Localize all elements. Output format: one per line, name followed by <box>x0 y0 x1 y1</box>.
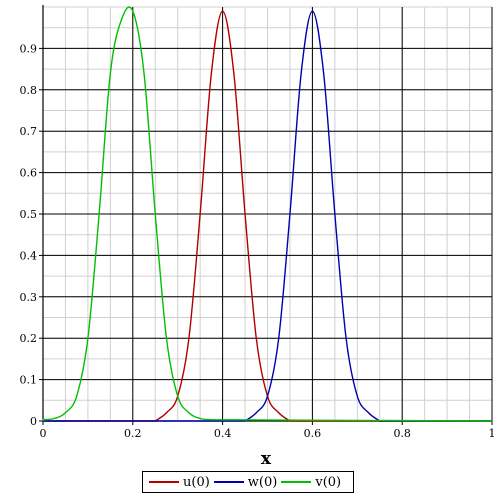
y-tick-label: 0.8 <box>20 84 38 97</box>
data-point <box>76 395 78 397</box>
data-point <box>334 213 336 215</box>
data-point <box>177 395 179 397</box>
data-point <box>300 72 302 74</box>
axes <box>39 5 493 425</box>
x-tick-label: 0 <box>40 427 47 440</box>
legend-label-u: u(0) <box>183 474 210 490</box>
data-point <box>53 417 55 420</box>
x-tick-label: 0.2 <box>124 427 142 440</box>
data-point <box>199 417 201 420</box>
data-point <box>278 412 280 414</box>
major-grid <box>42 7 493 422</box>
data-point <box>98 213 100 215</box>
y-tick-label: 0.3 <box>20 291 38 304</box>
data-point <box>87 337 89 339</box>
data-point <box>154 213 156 215</box>
data-point <box>255 412 257 414</box>
data-point <box>356 395 358 397</box>
data-point <box>42 419 44 421</box>
data-point <box>132 10 134 12</box>
x-tick-label: 0.4 <box>214 427 232 440</box>
data-point <box>120 18 123 21</box>
data-point <box>188 412 190 414</box>
data-point <box>244 420 246 422</box>
line-chart: 0 0.2 0.4 0.6 0.8 1 0 0.1 0.2 0.3 0.4 0.5 0.6 0.7 0.8 0… <box>20 5 496 469</box>
data-point <box>345 337 347 339</box>
data-point <box>210 72 212 74</box>
y-tick-label: 0 <box>30 415 37 428</box>
data-point <box>143 72 145 74</box>
data-point <box>188 337 190 339</box>
data-point <box>255 337 257 339</box>
x-axis-title: x <box>261 449 272 469</box>
data-point <box>222 10 224 12</box>
legend: u(0) w(0) v(0) <box>142 471 354 493</box>
data-point <box>289 213 291 215</box>
y-tick-label: 0.5 <box>20 208 38 221</box>
legend-label-v: v(0) <box>315 474 342 490</box>
data-point <box>311 10 313 12</box>
legend-item-w: w(0) <box>213 474 278 490</box>
data-point <box>199 213 201 215</box>
y-tick-label: 0.1 <box>20 374 38 387</box>
y-tick-label: 0.4 <box>20 249 38 262</box>
legend-swatch-v <box>281 481 312 483</box>
data-point <box>266 395 269 397</box>
legend-item-u: u(0) <box>149 475 210 490</box>
y-tick-label: 0.9 <box>20 42 38 55</box>
data-point <box>367 412 370 414</box>
y-tick-label: 0.7 <box>20 125 38 138</box>
data-point <box>233 72 235 74</box>
x-tick-label: 0.8 <box>393 427 411 440</box>
legend-swatch-u <box>149 481 179 483</box>
tick-labels: 0 0.2 0.4 0.6 0.8 1 0 0.1 0.2 0.3 0.4 0.5 0.6 0.7 0.8 0… <box>20 42 496 440</box>
data-point <box>278 337 280 339</box>
y-tick-label: 0.6 <box>20 167 38 180</box>
data-point <box>165 412 168 414</box>
series-layer <box>42 6 493 422</box>
x-tick-label: 0.6 <box>304 427 322 440</box>
data-point <box>210 419 212 421</box>
data-point <box>165 337 168 339</box>
series-line-2 <box>42 6 493 422</box>
data-point <box>244 213 246 215</box>
legend-item-v: v(0) <box>281 475 341 490</box>
y-tick-label: 0.2 <box>20 332 38 345</box>
data-point <box>109 72 111 74</box>
data-point <box>64 412 67 414</box>
data-point <box>323 72 325 74</box>
x-tick-label: 1 <box>489 427 496 440</box>
legend-swatch-w <box>213 481 244 483</box>
legend-label-w: w(0) <box>247 474 278 490</box>
